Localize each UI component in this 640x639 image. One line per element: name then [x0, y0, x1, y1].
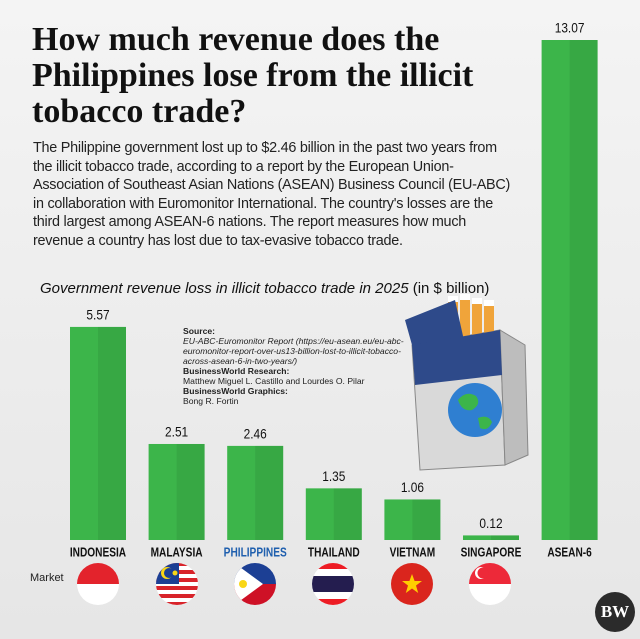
description: The Philippine government lost up to $2.… [33, 140, 511, 249]
category-label: PHILIPPINES [224, 545, 287, 559]
flag-malaysia [156, 563, 198, 605]
bar-shade [569, 40, 598, 540]
bar [227, 445, 284, 540]
category-label: INDONESIA [70, 545, 127, 559]
value-label: 2.46 [244, 426, 267, 442]
bar [463, 535, 519, 540]
bar [148, 443, 205, 540]
bar [70, 326, 126, 540]
bar-shade [491, 535, 519, 540]
logo: BW [601, 602, 629, 621]
flag-vietnam [391, 563, 433, 605]
bar [384, 499, 441, 540]
flag-indonesia [77, 563, 119, 605]
bar-shade [98, 326, 126, 540]
chart-title: Government revenue loss in illicit tobac… [40, 280, 409, 297]
source-label: Source: [183, 326, 215, 336]
x-axis-label: Market [30, 572, 64, 584]
unit-note: (in $ billion) [412, 280, 490, 297]
bar-shade [176, 443, 205, 540]
bar-shade [412, 499, 441, 540]
source-text: EU-ABC-Euromonitor Report (https://eu-as… [183, 336, 404, 366]
bar-shade [255, 445, 284, 540]
bar [541, 40, 598, 540]
category-label: MALAYSIA [151, 545, 203, 559]
cigarette-pack-illustration [405, 294, 529, 471]
value-label: 5.57 [86, 307, 109, 323]
category-label: VIETNAM [390, 545, 436, 559]
research-credit: Matthew Miguel L. Castillo and Lourdes O… [183, 376, 365, 386]
value-label: 1.06 [401, 479, 424, 495]
bar [305, 488, 362, 540]
category-label: SINGAPORE [461, 545, 522, 559]
title: How much revenue does the Philippines lo… [32, 21, 474, 130]
graphics-label: BusinessWorld Graphics: [183, 386, 288, 396]
category-label: ASEAN-6 [547, 545, 592, 559]
value-label: 2.51 [165, 424, 188, 440]
bar-shade [333, 488, 362, 540]
value-label: 0.12 [479, 515, 502, 531]
flag-philippines [234, 563, 276, 605]
value-label: 13.07 [555, 20, 585, 36]
research-label: BusinessWorld Research: [183, 366, 290, 376]
graphics-credit: Bong R. Fortin [183, 396, 239, 406]
flag-singapore [469, 563, 511, 605]
flag-thailand [312, 563, 354, 605]
logo-badge [595, 592, 635, 632]
value-label: 1.35 [322, 468, 345, 484]
chart-subtitle: Government revenue loss in illicit tobac… [40, 280, 560, 297]
source-block: Source: EU-ABC-Euromonitor Report (https… [183, 326, 408, 406]
category-label: THAILAND [308, 545, 360, 559]
